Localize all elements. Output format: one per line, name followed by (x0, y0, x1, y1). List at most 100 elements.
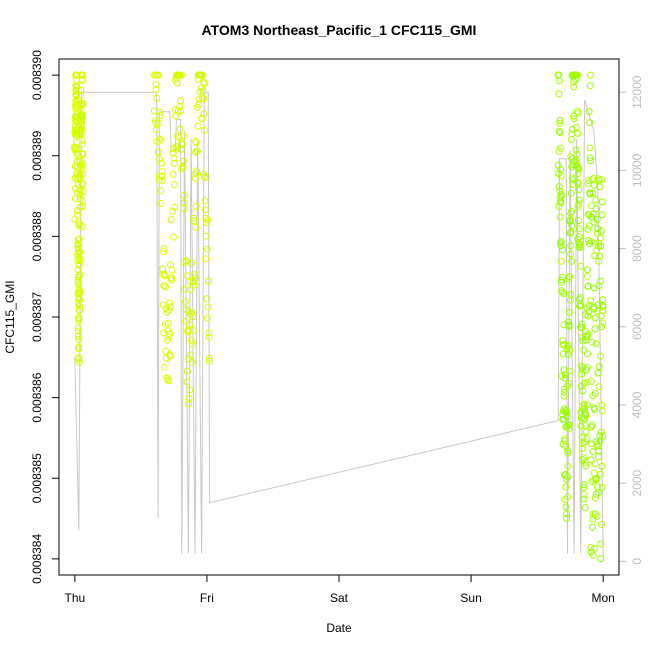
scatter-point (171, 181, 178, 189)
scatter-point (597, 520, 605, 528)
scatter-point (163, 308, 171, 316)
scatter-point (592, 475, 600, 483)
scatter-point (180, 157, 188, 165)
scatter-point (594, 489, 602, 497)
scatter-point (583, 435, 591, 443)
scatter-point (563, 409, 571, 416)
scatter-point (590, 305, 598, 313)
scatter-point (176, 125, 184, 133)
scatter-point (593, 246, 601, 254)
scatter-point (557, 242, 565, 250)
scatter-point (78, 112, 86, 120)
scatter-point (575, 200, 583, 208)
scatter-point (583, 363, 591, 371)
scatter-point (556, 119, 564, 127)
scatter-point (598, 323, 606, 331)
scatter-point (555, 90, 563, 98)
scatter-point (200, 80, 208, 88)
scatter-point (156, 155, 163, 163)
scatter-point (595, 242, 602, 250)
scatter-point (175, 134, 183, 142)
scatter-point (202, 255, 210, 263)
scatter-point (596, 252, 604, 260)
scatter-point (577, 301, 585, 309)
scatter-point (565, 379, 573, 387)
scatter-point (559, 273, 567, 281)
scatter-point (582, 462, 590, 470)
scatter-point (576, 233, 584, 241)
scatter-point (587, 238, 595, 246)
scatter-point (186, 321, 194, 329)
scatter-point (584, 330, 592, 338)
scatter-point (555, 203, 563, 211)
right-tick-label: 0 (630, 558, 644, 565)
scatter-point (180, 132, 188, 140)
scatter-point (597, 428, 605, 436)
scatter-point (188, 340, 196, 348)
scatter-point (557, 238, 565, 246)
scatter-point (576, 244, 584, 251)
right-tick-label: 4000 (630, 391, 644, 418)
scatter-point (584, 282, 592, 290)
scatter-point (563, 514, 571, 522)
scatter-point (559, 350, 567, 358)
right-tick-label: 12000 (630, 75, 644, 109)
scatter-point (203, 314, 211, 322)
scatter-point (79, 100, 87, 108)
scatter-point (203, 174, 210, 182)
scatter-point (75, 336, 83, 343)
scatter-point (593, 512, 601, 520)
scatter-point (166, 352, 174, 360)
scatter-point (162, 347, 170, 355)
x-tick-label: Fri (200, 591, 214, 605)
scatter-point (576, 294, 584, 302)
scatter-point (559, 246, 567, 254)
scatter-point (567, 136, 575, 143)
scatter-point (181, 317, 189, 325)
scatter-point (76, 248, 84, 256)
scatter-point (560, 388, 568, 396)
scatter-point (171, 203, 179, 211)
scatter-point (169, 170, 177, 178)
scatter-point (152, 86, 160, 93)
scatter-point (564, 449, 572, 457)
scatter-point (574, 170, 582, 177)
scatter-point (563, 343, 571, 350)
scatter-point (564, 493, 572, 501)
scatter-point (589, 523, 596, 531)
scatter-point (165, 377, 173, 385)
scatter-point (170, 160, 178, 168)
y-tick-label: 0.008390 (30, 50, 44, 100)
y-tick-label: 0.008387 (30, 292, 44, 342)
scatter-point (156, 135, 163, 143)
scatter-point (558, 278, 566, 286)
scatter-point (588, 202, 595, 210)
scatter-point (203, 295, 211, 303)
scatter-point (591, 325, 599, 333)
scatter-point (179, 140, 186, 148)
scatter-point (566, 229, 574, 237)
scatter-point (79, 188, 87, 196)
y-axis-label: CFC115_GMI (3, 280, 17, 353)
scatter-point (565, 321, 573, 329)
scatter-point (585, 108, 593, 116)
scatter-point (595, 363, 603, 370)
scatter-point (75, 222, 83, 230)
scatter-point (191, 274, 199, 282)
scatter-point (204, 303, 212, 311)
scatter-point (591, 314, 599, 322)
scatter-point (183, 272, 191, 280)
scatter-point (177, 107, 184, 115)
x-tick-label: Mon (591, 591, 614, 605)
scatter-point (597, 540, 605, 548)
scatter-point (76, 257, 84, 264)
scatter-point (595, 447, 603, 455)
scatter-point (557, 239, 564, 247)
scatter-point (184, 326, 192, 333)
scatter-point (567, 242, 575, 250)
scatter-point (179, 163, 187, 170)
scatter-point (592, 196, 600, 204)
scatter-point (167, 303, 174, 311)
scatter-point (599, 319, 607, 327)
